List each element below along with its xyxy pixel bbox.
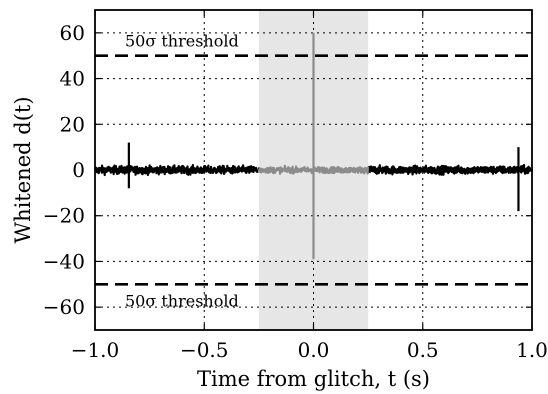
y-axis-title-text: Whitened d(t): [11, 96, 35, 243]
x-tick-label-4: 1.0: [516, 338, 548, 362]
y-tick-label-3: 0: [72, 158, 85, 182]
series-0-segment-0: [95, 165, 259, 175]
y-tick-label-0: −60: [43, 295, 85, 319]
x-tick-label-3: 0.5: [407, 338, 439, 362]
y-tick-label-1: −40: [43, 249, 85, 273]
y-axis-title: Whitened d(t): [11, 96, 35, 243]
x-tick-label-1: −0.5: [180, 338, 229, 362]
y-tick-label-2: −20: [43, 204, 85, 228]
series-0-segment-1: [368, 165, 532, 175]
x-tick-label-2: 0.0: [298, 338, 330, 362]
x-axis-title: Time from glitch, t (s): [197, 367, 430, 391]
x-axis-title-text: Time from glitch, t (s): [197, 367, 430, 391]
threshold-label-1: 50σ threshold: [125, 291, 239, 310]
y-tick-label-6: 60: [60, 21, 85, 45]
x-tick-label-0: −1.0: [71, 338, 120, 362]
series-layer: [95, 33, 532, 259]
y-tick-label-5: 40: [60, 67, 85, 91]
y-tick-label-4: 20: [60, 112, 85, 136]
threshold-label-0: 50σ threshold: [125, 32, 239, 51]
